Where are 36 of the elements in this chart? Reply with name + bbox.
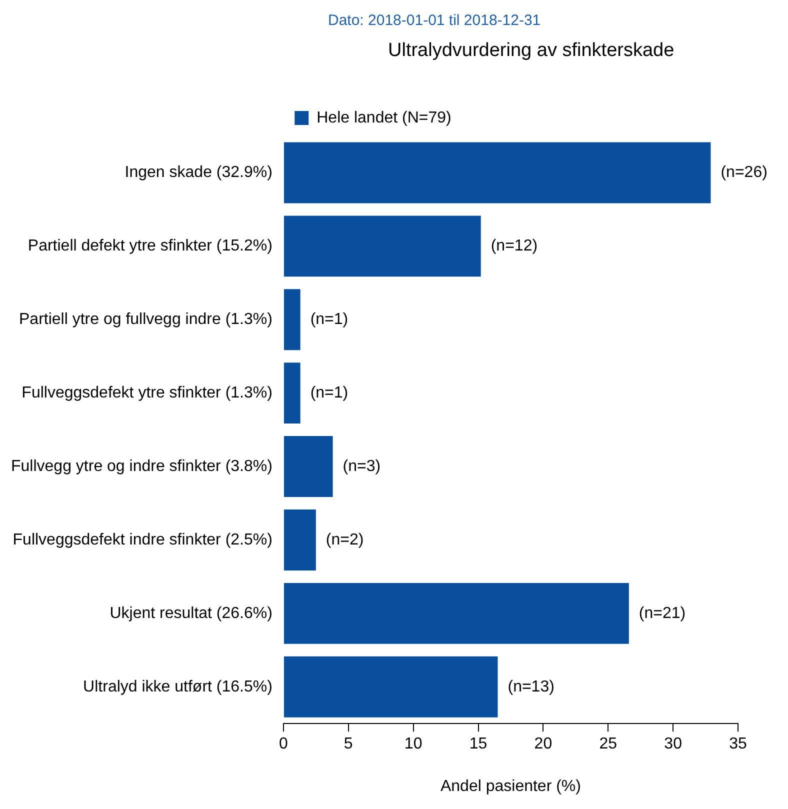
- bar: [284, 362, 300, 424]
- bar: [284, 289, 300, 350]
- x-tick-label: 10: [404, 736, 422, 753]
- x-axis-title: Andel pasienter (%): [440, 778, 581, 795]
- y-tick-label: Ingen skade (32.9%): [124, 164, 272, 182]
- x-tick-label: 25: [599, 736, 618, 753]
- annotation: (n=3): [342, 458, 381, 475]
- y-tick-label: Ukjent resultat (26.6%): [110, 604, 272, 622]
- x-tick-label: 5: [344, 736, 353, 753]
- y-tick-label: Fullvegg ytre og indre sfinkter (3.8%): [10, 458, 272, 475]
- y-tick-label: Ultralyd ikke utført (16.5%): [83, 678, 272, 696]
- bar: [284, 656, 498, 718]
- legend-label: Hele landet (N=79): [316, 109, 452, 126]
- annotation: (n=26): [720, 164, 768, 182]
- annotation: (n=1): [310, 311, 348, 328]
- x-tick-label: 15: [469, 736, 488, 753]
- x-tick-label: 20: [534, 736, 552, 753]
- chart-subtitle: Dato: 2018-01-01 til 2018-12-31: [327, 11, 542, 31]
- bar: [284, 436, 333, 498]
- annotation: (n=1): [310, 384, 348, 402]
- bar: [284, 509, 316, 570]
- bar: [284, 216, 481, 277]
- annotation: (n=13): [508, 678, 554, 696]
- y-tick-label: Partiell defekt ytre sfinkter (15.2%): [28, 238, 272, 255]
- y-tick-label: Partiell ytre og fullvegg indre (1.3%): [18, 311, 272, 328]
- annotation: (n=21): [638, 604, 686, 622]
- annotation: (n=2): [326, 531, 364, 548]
- x-tick-label: 35: [729, 736, 747, 753]
- y-tick-label: Fullveggsdefekt ytre sfinkter (1.3%): [22, 384, 272, 402]
- annotation: (n=12): [490, 238, 538, 255]
- x-tick-label: 0: [278, 736, 288, 753]
- y-tick-label: Fullveggsdefekt indre sfinkter (2.5%): [12, 531, 272, 548]
- chart-title: Ultralydvurdering av sfinkterskade: [387, 40, 676, 63]
- bar: [284, 582, 629, 644]
- x-tick-label: 30: [664, 736, 682, 753]
- bar: [284, 142, 711, 204]
